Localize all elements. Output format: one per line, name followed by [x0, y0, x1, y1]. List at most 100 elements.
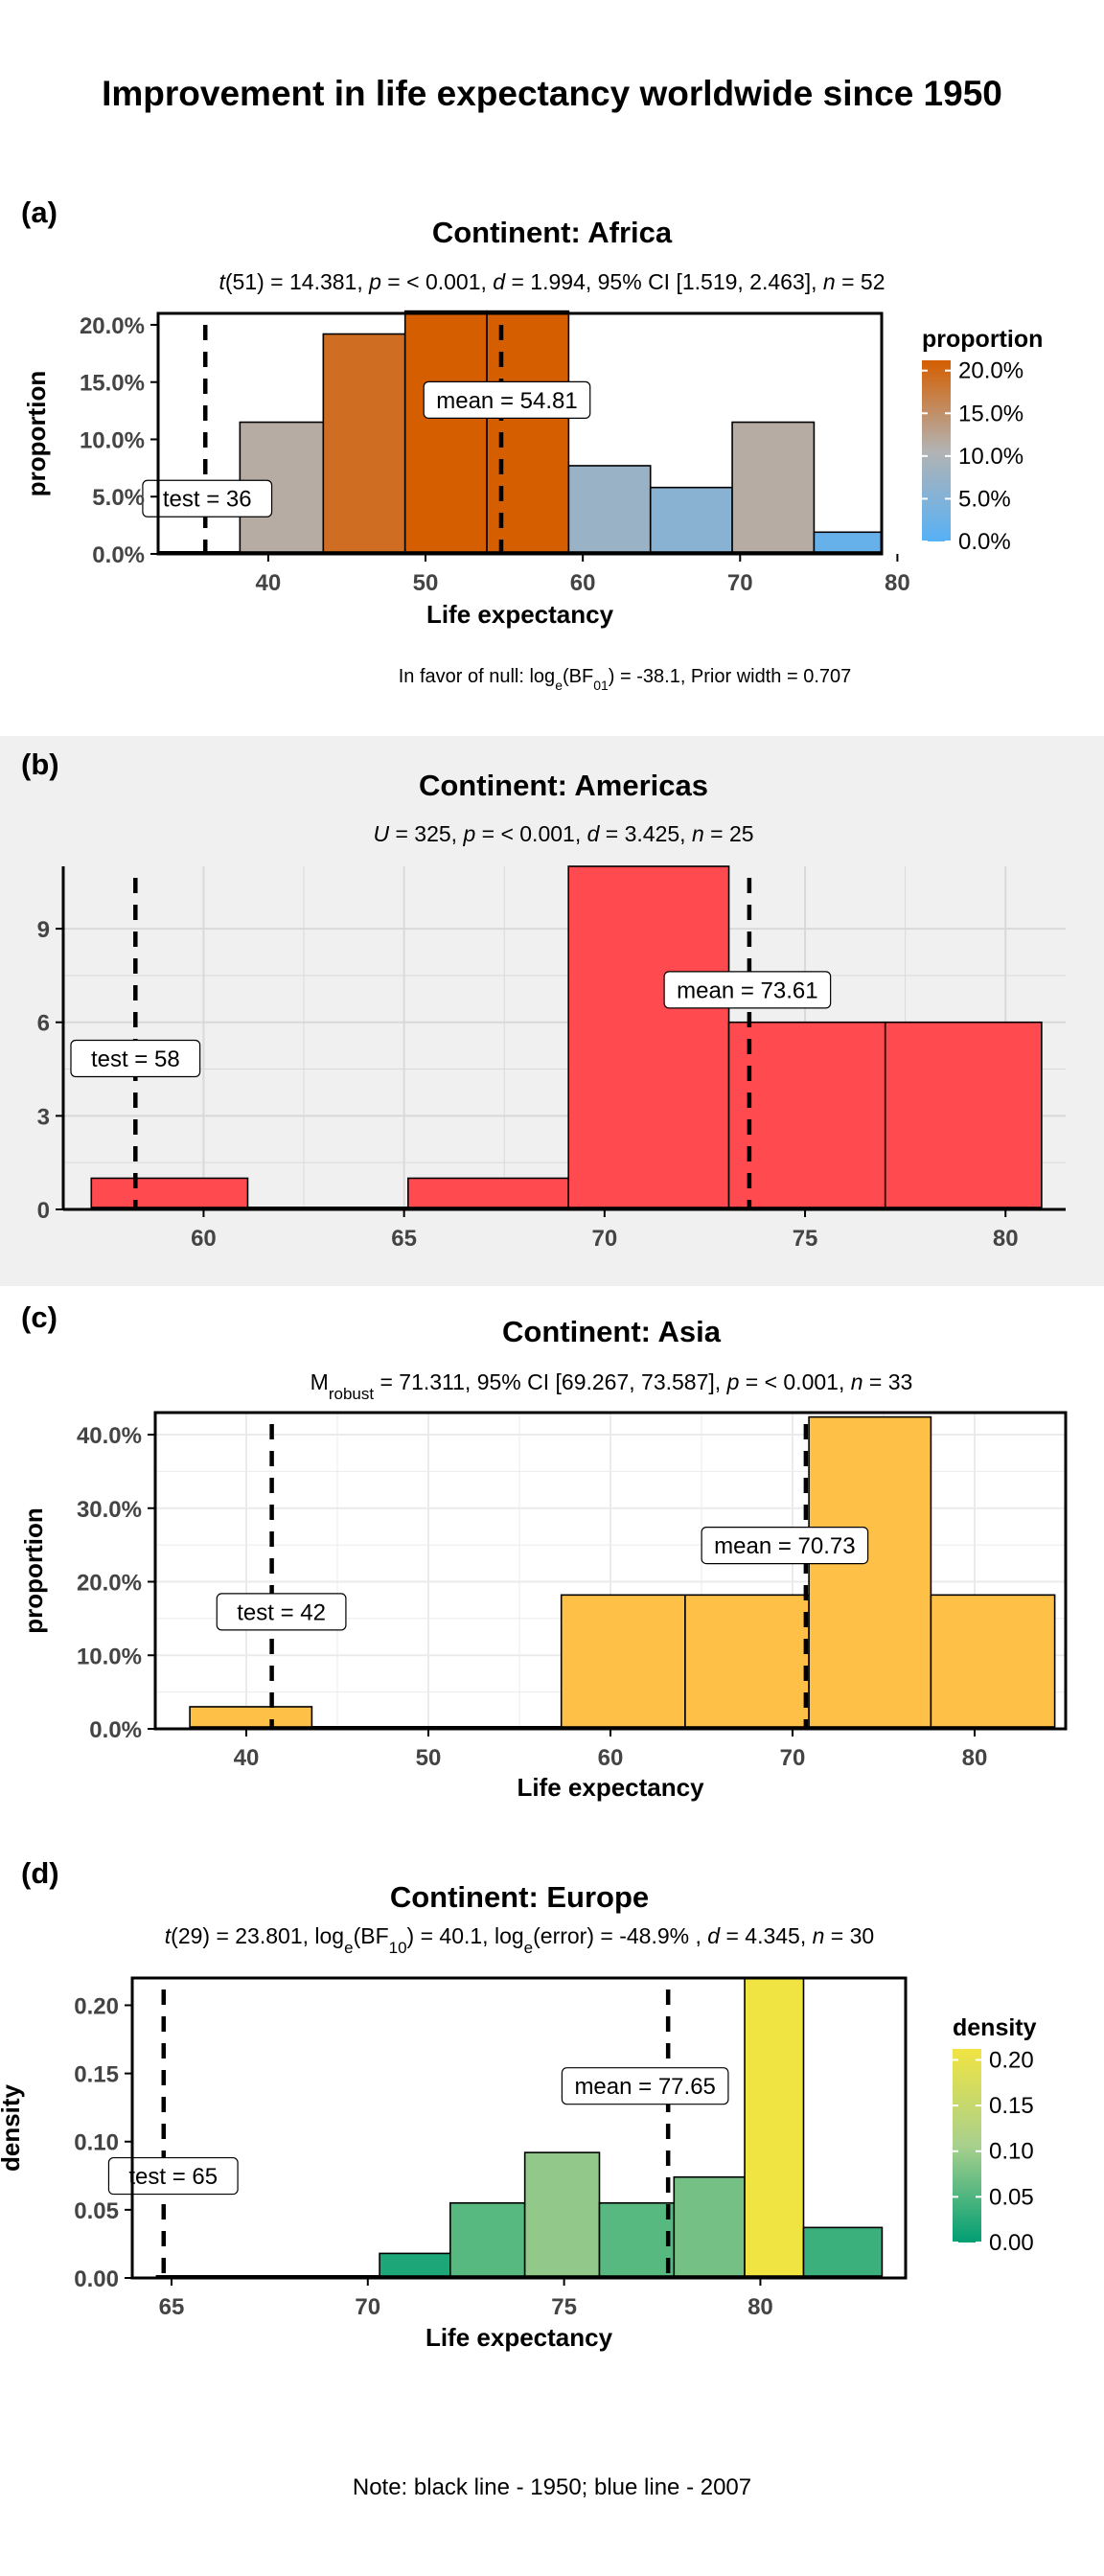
panel-c-mean-label-box: [701, 1526, 869, 1565]
panel-a-caption: In favor of null: loge(BF01) = -38.1, Pr…: [399, 666, 852, 693]
panel-d-frame: [130, 1976, 908, 2280]
panel-d-test-label: test = 65: [128, 2164, 218, 2190]
panel-a-x-tick-label: 80: [885, 570, 910, 596]
panel-a-y-tick-label: 5.0%: [92, 485, 145, 511]
panel-a-legend-tick-label: 0.0%: [958, 529, 1011, 555]
panel-c-y-tick-label: 20.0%: [77, 1571, 142, 1597]
panel-b-bar: [407, 1177, 569, 1208]
panel-c-bar: [930, 1594, 1056, 1728]
panel-a-y-tick-label: 10.0%: [80, 427, 145, 453]
panel-c-mean-label: mean = 70.73: [714, 1533, 855, 1559]
panel-b-y-tick-label: 0: [37, 1198, 50, 1224]
panel-d-test-label-box: [107, 2156, 239, 2196]
panel-c-x-tick-label: 70: [780, 1745, 806, 1771]
panel-d-bar: [598, 2201, 676, 2277]
panel-d-legend-tick-label: 0.05: [989, 2184, 1034, 2210]
panel-d-bar: [379, 2252, 451, 2277]
panel-a-legend-tick-label: 10.0%: [958, 444, 1024, 470]
panel-a-bar: [322, 333, 406, 553]
panel-d-bar: [673, 2175, 746, 2277]
panel-b-x-tick-label: 60: [191, 1226, 217, 1252]
panel-c-title: Continent: Asia: [502, 1315, 722, 1348]
panel-a: (a) Continent: Africa t(51) = 14.381, p = …: [21, 196, 1043, 693]
panel-b-title: Continent: Americas: [419, 769, 708, 802]
panel-a-bar: [731, 421, 816, 553]
panel-b-bar: [567, 865, 730, 1208]
chart-root: (a) Continent: Africa t(51) = 14.381, p = …: [0, 196, 1068, 2352]
footer-note: Note: black line - 1950; blue line - 200…: [353, 2474, 751, 2500]
panel-b-x-tick-label: 70: [591, 1226, 617, 1252]
panel-b-y-tick-label: 6: [37, 1011, 50, 1037]
panel-a-frame: [156, 311, 884, 556]
panel-a-legend-tick-label: 5.0%: [958, 486, 1011, 512]
panel-b-x-tick-label: 80: [993, 1226, 1019, 1252]
panel-c-y-tick-label: 0.0%: [89, 1717, 142, 1743]
panel-b-bar: [727, 1021, 886, 1208]
panel-d-y-tick-label: 0.05: [74, 2198, 119, 2224]
panel-d-bar: [523, 2151, 601, 2277]
panel-b-bar: [90, 1177, 249, 1208]
panel-a-bar: [813, 531, 883, 553]
panel-a-x-tick-label: 70: [727, 570, 753, 596]
panel-c-y-axis-title: proportion: [19, 1507, 48, 1633]
panel-c-bar: [684, 1594, 810, 1728]
panel-d-legend-colorbar: [953, 2049, 981, 2242]
panel-a-y-axis-title: proportion: [22, 371, 51, 496]
panel-d-bar: [744, 1977, 805, 2277]
panel-b-tag: (b): [21, 748, 59, 781]
panel-b-mean-label-box: [663, 971, 832, 1009]
panel-d-legend-title: density: [953, 2014, 1037, 2041]
panel-d-x-tick-label: 70: [355, 2294, 380, 2320]
panel-c-subtitle: Mrobust = 71.311, 95% CI [69.267, 73.587…: [310, 1369, 913, 1403]
panel-d-y-tick-label: 0.20: [74, 1993, 119, 2019]
panel-c-y-tick-label: 30.0%: [77, 1497, 142, 1523]
panel-c-bar: [189, 1706, 313, 1728]
panel-a-bar: [403, 310, 488, 553]
panel-d-y-tick-label: 0.00: [74, 2266, 119, 2292]
panel-c-x-tick-label: 50: [416, 1745, 442, 1771]
panel-a-title: Continent: Africa: [432, 216, 673, 249]
panel-b-bar: [884, 1021, 1043, 1208]
panel-a-bar: [486, 310, 570, 553]
panel-d-y-axis-title: density: [0, 2083, 25, 2172]
main-title: Improvement in life expectancy worldwide…: [102, 74, 1002, 113]
panel-a-x-tick-label: 40: [256, 570, 282, 596]
panel-a-y-tick-label: 15.0%: [80, 371, 145, 397]
panel-d-y-tick-label: 0.15: [74, 2062, 119, 2088]
panel-c-test-label: test = 42: [237, 1599, 326, 1625]
panel-c-x-tick-label: 80: [962, 1745, 988, 1771]
panel-c-bar: [560, 1594, 686, 1728]
panel-a-mean-label-box: [423, 380, 591, 419]
panel-d-tag: (d): [21, 1856, 59, 1890]
panel-c-bar: [808, 1415, 932, 1728]
panel-a-mean-label: mean = 54.81: [436, 388, 577, 414]
panel-a-x-axis-title: Life expectancy: [426, 600, 614, 629]
panel-b-y-tick-label: 9: [37, 917, 50, 943]
panel-a-y-tick-label: 0.0%: [92, 542, 145, 568]
panel-d-legend-tick-label: 0.20: [989, 2047, 1034, 2073]
panel-d-legend-tick-label: 0.10: [989, 2139, 1034, 2165]
panel-b-mean-label: mean = 73.61: [677, 978, 817, 1003]
panel-b-y-tick-label: 3: [37, 1104, 50, 1130]
panel-a-bar: [567, 465, 652, 553]
panel-a-legend-tick-label: 15.0%: [958, 401, 1024, 426]
panel-b-x-tick-label: 75: [793, 1226, 818, 1252]
panel-d-bar: [802, 2226, 884, 2277]
panel-a-subtitle: t(51) = 14.381, p = < 0.001, d = 1.994, …: [218, 269, 885, 294]
panel-d-subtitle: t(29) = 23.801, loge(BF10) = 40.1, loge(…: [165, 1923, 874, 1957]
panel-c-x-tick-label: 40: [234, 1745, 260, 1771]
panel-b-test-label-box: [70, 1039, 201, 1078]
panel-c-y-tick-label: 40.0%: [77, 1423, 142, 1449]
panel-d: (d) Continent: Europe t(29) = 23.801, loge…: [0, 1856, 1037, 2352]
panel-c-tag: (c): [21, 1300, 58, 1334]
panel-a-bar: [649, 486, 733, 553]
panel-a-x-tick-label: 60: [570, 570, 596, 596]
panel-b-test-label: test = 58: [91, 1046, 180, 1072]
panel-a-tag: (a): [21, 196, 58, 229]
panel-d-mean-label-box: [561, 2067, 729, 2105]
panel-d-x-axis-title: Life expectancy: [426, 2323, 613, 2352]
panel-c-x-tick-label: 60: [598, 1745, 624, 1771]
panel-c: (c) Continent: Asia Mrobust = 71.311, 95% …: [19, 1300, 1068, 1802]
panel-a-x-tick-label: 50: [413, 570, 439, 596]
